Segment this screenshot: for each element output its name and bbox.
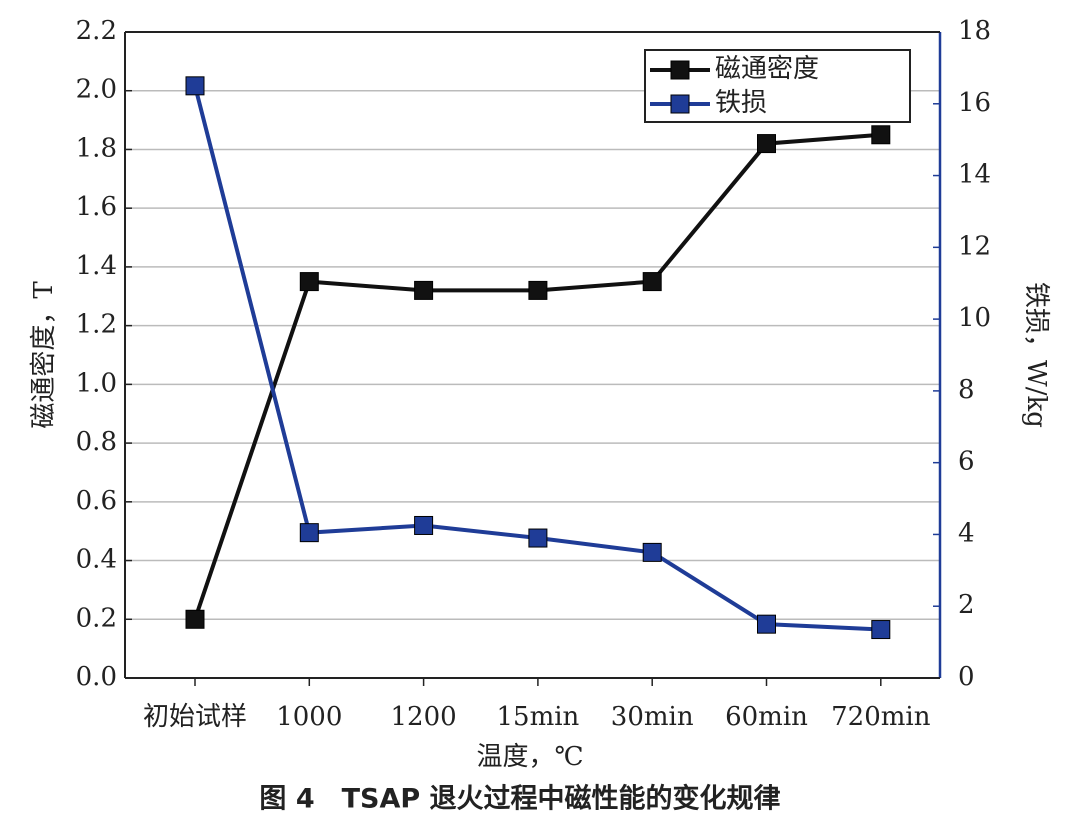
legend-marker — [670, 94, 690, 114]
y-tick-label: 1.0 — [76, 368, 117, 398]
y2-tick-label: 0 — [958, 662, 975, 692]
y-tick-label: 0.6 — [76, 486, 117, 516]
y2-tick-label: 2 — [958, 590, 975, 620]
y2-tick-label: 10 — [958, 303, 991, 333]
y2-tick-label: 14 — [958, 160, 991, 190]
y-tick-label: 2.0 — [76, 75, 117, 105]
marker — [871, 125, 891, 145]
x-tick-label: 1200 — [391, 702, 457, 732]
y-tick-label: 1.8 — [76, 133, 117, 163]
marker — [871, 620, 891, 640]
y2-tick-label: 18 — [958, 16, 991, 46]
marker — [414, 515, 434, 535]
marker — [299, 272, 319, 292]
marker — [642, 542, 662, 562]
y2-axis-title: 铁损，W/kg — [1021, 282, 1051, 428]
x-tick-label: 1000 — [276, 702, 342, 732]
x-tick-label: 15min — [496, 702, 579, 732]
marker — [185, 76, 205, 96]
x-tick-label: 60min — [725, 702, 808, 732]
y2-tick-label: 12 — [958, 231, 991, 261]
y-axis-title: 磁通密度，T — [29, 281, 59, 429]
caption: 图 4 TSAP 退火过程中磁性能的变化规律 — [259, 783, 780, 815]
y2-tick-label: 8 — [958, 375, 975, 405]
legend-label: 铁损 — [715, 88, 767, 118]
marker — [642, 272, 662, 292]
y2-tick-label: 6 — [958, 447, 975, 477]
legend-marker — [670, 60, 690, 80]
x-tick-label: 初始试样 — [143, 702, 247, 732]
x-axis-title: 温度，℃ — [476, 742, 583, 772]
y-tick-label: 1.6 — [76, 192, 117, 222]
y-tick-label: 0.8 — [76, 427, 117, 457]
y-tick-label: 1.4 — [76, 251, 117, 281]
marker — [299, 523, 319, 543]
y-tick-label: 0.4 — [76, 545, 117, 575]
marker — [185, 609, 205, 629]
y2-tick-label: 4 — [958, 518, 975, 548]
marker — [528, 528, 548, 548]
marker — [757, 614, 776, 634]
y-tick-label: 0.2 — [76, 603, 117, 633]
series-line — [193, 85, 881, 632]
marker — [528, 280, 548, 300]
y-tick-label: 1.2 — [76, 310, 117, 340]
marker — [414, 280, 434, 300]
x-tick-label: 720min — [831, 702, 931, 732]
y2-tick-label: 16 — [958, 88, 991, 118]
legend-label: 磁通密度 — [715, 54, 819, 84]
marker — [757, 134, 776, 154]
y-tick-label: 2.2 — [76, 16, 117, 46]
x-tick-label: 30min — [611, 702, 694, 732]
y-tick-label: 0.0 — [76, 662, 117, 692]
